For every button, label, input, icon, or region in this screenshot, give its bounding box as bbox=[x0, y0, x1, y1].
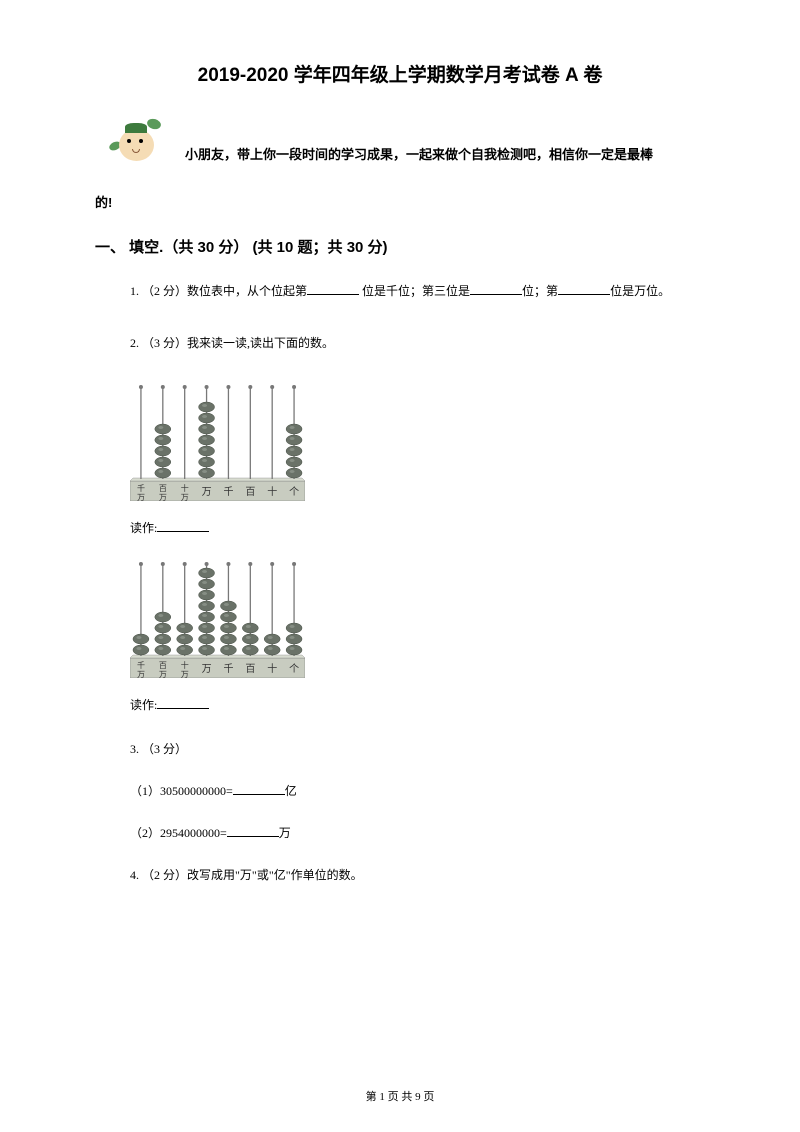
svg-text:百: 百 bbox=[159, 484, 167, 493]
q3-sub1: （1）30500000000= 亿 bbox=[130, 779, 705, 803]
svg-text:十: 十 bbox=[267, 485, 277, 498]
intro-text-1: 小朋友，带上你一段时间的学习成果，一起来做个自我检测吧，相信你一定是最棒 bbox=[185, 139, 653, 172]
intro-row: 小朋友，带上你一段时间的学习成果，一起来做个自我检测吧，相信你一定是最棒 bbox=[95, 117, 705, 172]
svg-text:个: 个 bbox=[289, 486, 299, 498]
section-heading-1: 一、 填空.（共 30 分） (共 10 题；共 30 分) bbox=[95, 236, 705, 257]
q3-sub1-unit: 亿 bbox=[285, 784, 297, 798]
read-as-2: 读作: bbox=[130, 696, 705, 713]
svg-text:万: 万 bbox=[181, 493, 189, 501]
q1-blank-2[interactable] bbox=[470, 283, 522, 295]
svg-text:万: 万 bbox=[137, 493, 145, 501]
q2-points: （3 分） bbox=[142, 336, 187, 350]
question-3: 3. （3 分） bbox=[130, 737, 705, 761]
q1-points: （2 分） bbox=[142, 284, 187, 298]
q1-text-2: 位是千位；第三位是 bbox=[359, 284, 470, 298]
svg-text:万: 万 bbox=[202, 487, 212, 498]
read-label-1: 读作: bbox=[130, 521, 157, 535]
svg-text:千: 千 bbox=[137, 483, 145, 493]
svg-text:万: 万 bbox=[137, 670, 145, 678]
q3-sub2-label: （2）2954000000= bbox=[130, 826, 227, 840]
q4-text: 改写成用"万"或"亿"作单位的数。 bbox=[187, 868, 363, 882]
q1-blank-3[interactable] bbox=[558, 283, 610, 295]
read-label-2: 读作: bbox=[130, 698, 157, 712]
svg-text:万: 万 bbox=[159, 670, 167, 678]
svg-text:万: 万 bbox=[159, 493, 167, 501]
question-1: 1. （2 分）数位表中，从个位起第 位是千位；第三位是 位；第 位是万位。 bbox=[130, 279, 705, 303]
intro-text-2: 的! bbox=[95, 187, 705, 218]
exam-title: 2019-2020 学年四年级上学期数学月考试卷 A 卷 bbox=[95, 60, 705, 87]
svg-text:万: 万 bbox=[181, 670, 189, 678]
q2-text: 我来读一读,读出下面的数。 bbox=[187, 336, 334, 350]
mascot-icon bbox=[107, 117, 167, 172]
svg-text:百: 百 bbox=[245, 663, 255, 675]
q3-sub1-label: （1）30500000000= bbox=[130, 784, 233, 798]
q1-text-3: 位；第 bbox=[522, 284, 558, 298]
q3-sub2-blank[interactable] bbox=[227, 825, 279, 837]
q3-sub1-blank[interactable] bbox=[233, 783, 285, 795]
q1-text-4: 位是万位。 bbox=[610, 284, 670, 298]
svg-text:个: 个 bbox=[289, 663, 299, 675]
q4-number: 4. bbox=[130, 868, 139, 882]
q1-number: 1. bbox=[130, 284, 139, 298]
svg-text:万: 万 bbox=[202, 664, 212, 675]
svg-text:千: 千 bbox=[137, 660, 145, 670]
abacus-1: 千万百万十万万千百十个 bbox=[130, 383, 305, 501]
q4-points: （2 分） bbox=[142, 868, 187, 882]
q3-sub2: （2）2954000000= 万 bbox=[130, 821, 705, 845]
svg-text:十: 十 bbox=[181, 660, 189, 670]
read-blank-1[interactable] bbox=[157, 520, 209, 532]
q3-number: 3. bbox=[130, 742, 139, 756]
q1-text-1: 数位表中，从个位起第 bbox=[187, 284, 307, 298]
abacus-2: 千万百万十万万千百十个 bbox=[130, 560, 305, 678]
q3-sub2-unit: 万 bbox=[279, 826, 291, 840]
question-2: 2. （3 分）我来读一读,读出下面的数。 bbox=[130, 331, 705, 355]
read-as-1: 读作: bbox=[130, 519, 705, 536]
page-footer: 第 1 页 共 9 页 bbox=[0, 1088, 800, 1104]
question-4: 4. （2 分）改写成用"万"或"亿"作单位的数。 bbox=[130, 863, 705, 887]
read-blank-2[interactable] bbox=[157, 697, 209, 709]
svg-text:千: 千 bbox=[223, 486, 233, 498]
q2-number: 2. bbox=[130, 336, 139, 350]
svg-text:百: 百 bbox=[159, 661, 167, 670]
svg-text:十: 十 bbox=[181, 483, 189, 493]
q3-points: （3 分） bbox=[142, 742, 187, 756]
svg-text:千: 千 bbox=[223, 663, 233, 675]
svg-text:十: 十 bbox=[267, 662, 277, 675]
q1-blank-1[interactable] bbox=[307, 283, 359, 295]
svg-text:百: 百 bbox=[245, 486, 255, 498]
